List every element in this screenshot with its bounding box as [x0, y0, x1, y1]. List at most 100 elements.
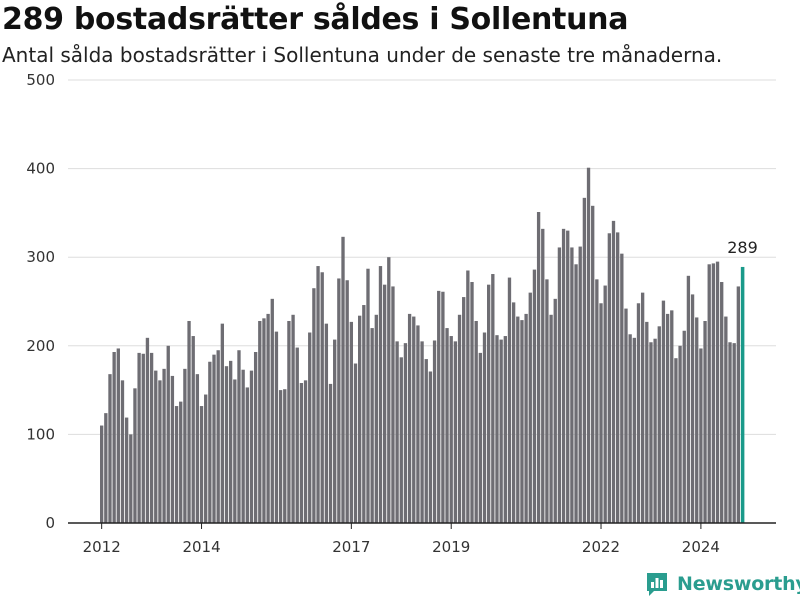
bar — [179, 401, 183, 523]
bar — [520, 320, 524, 523]
bar — [545, 279, 549, 523]
bar — [374, 314, 378, 523]
bar — [145, 337, 150, 523]
bar — [295, 347, 299, 523]
bar — [503, 336, 507, 523]
y-axis: 0 100 200 300 400 500 — [26, 71, 55, 532]
bar — [674, 358, 678, 523]
bar — [466, 270, 470, 523]
bar — [337, 278, 341, 523]
bar — [341, 236, 345, 523]
bar — [278, 390, 283, 523]
y-tick-label: 100 — [26, 425, 55, 443]
bar — [283, 389, 287, 523]
bar — [507, 277, 512, 523]
x-tick-label: 2017 — [332, 538, 370, 556]
bar — [199, 406, 204, 523]
bar — [499, 339, 503, 523]
bar — [112, 352, 116, 523]
bar — [183, 368, 187, 523]
bar — [495, 335, 499, 523]
bar — [312, 288, 316, 523]
bar — [170, 375, 175, 523]
y-tick-label: 300 — [26, 248, 55, 266]
bar — [453, 341, 458, 523]
bar — [154, 370, 158, 523]
bar — [399, 357, 403, 523]
bar — [229, 360, 233, 523]
bar — [516, 316, 520, 523]
bar — [574, 264, 578, 523]
bar — [116, 348, 120, 523]
bar — [628, 334, 632, 523]
bar — [370, 328, 374, 523]
bar — [208, 361, 212, 523]
bar — [649, 342, 653, 523]
bar — [720, 282, 724, 523]
bar — [233, 379, 237, 523]
bar — [607, 233, 612, 523]
bar — [657, 326, 661, 523]
bar — [166, 345, 170, 523]
bar — [316, 266, 320, 523]
bar — [220, 323, 225, 523]
bar — [158, 380, 162, 523]
chart-subtitle: Antal sålda bostadsrätter i Sollentuna u… — [2, 43, 723, 67]
bar — [120, 380, 125, 523]
bar — [578, 246, 582, 523]
bar — [670, 310, 674, 523]
bar — [561, 228, 566, 523]
bar-series — [100, 167, 745, 523]
bar — [474, 320, 478, 523]
bar — [603, 285, 607, 523]
bar — [678, 345, 682, 523]
bar — [407, 313, 412, 523]
bar — [100, 425, 104, 523]
bar — [732, 343, 736, 523]
bar — [570, 247, 574, 523]
bar — [566, 230, 570, 523]
bar — [245, 387, 249, 523]
bar — [724, 316, 728, 523]
bar — [270, 298, 274, 523]
y-tick-label: 400 — [26, 160, 55, 178]
y-tick-label: 500 — [26, 71, 55, 89]
bar — [149, 352, 154, 523]
bar — [511, 302, 516, 523]
bar — [133, 388, 137, 523]
bar — [686, 275, 691, 523]
bar — [557, 247, 562, 523]
bar — [541, 228, 545, 523]
bar — [333, 339, 337, 523]
bar — [661, 300, 666, 523]
bar — [711, 263, 716, 523]
x-tick-label: 2022 — [582, 538, 620, 556]
chart-title: 289 bostadsrätter såldes i Sollentuna — [2, 2, 629, 37]
bar — [640, 292, 645, 523]
bar — [366, 268, 370, 523]
bar — [108, 374, 112, 523]
bar — [249, 370, 254, 523]
bar — [216, 350, 220, 523]
bar — [441, 291, 445, 523]
bar — [470, 282, 474, 523]
bar — [212, 354, 216, 523]
bar — [362, 305, 366, 523]
y-tick-label: 200 — [26, 337, 55, 355]
bar — [457, 314, 462, 523]
bar — [462, 297, 466, 523]
bar — [632, 337, 636, 523]
bar — [616, 232, 620, 523]
bar — [715, 261, 720, 523]
bar — [536, 212, 541, 523]
bar — [707, 264, 711, 523]
bar — [449, 336, 453, 523]
bar — [129, 434, 133, 523]
bar — [445, 328, 449, 523]
x-tick-label: 2012 — [83, 538, 121, 556]
bar — [412, 316, 416, 523]
bar — [611, 220, 616, 523]
bar — [291, 314, 295, 523]
bar — [353, 363, 358, 523]
